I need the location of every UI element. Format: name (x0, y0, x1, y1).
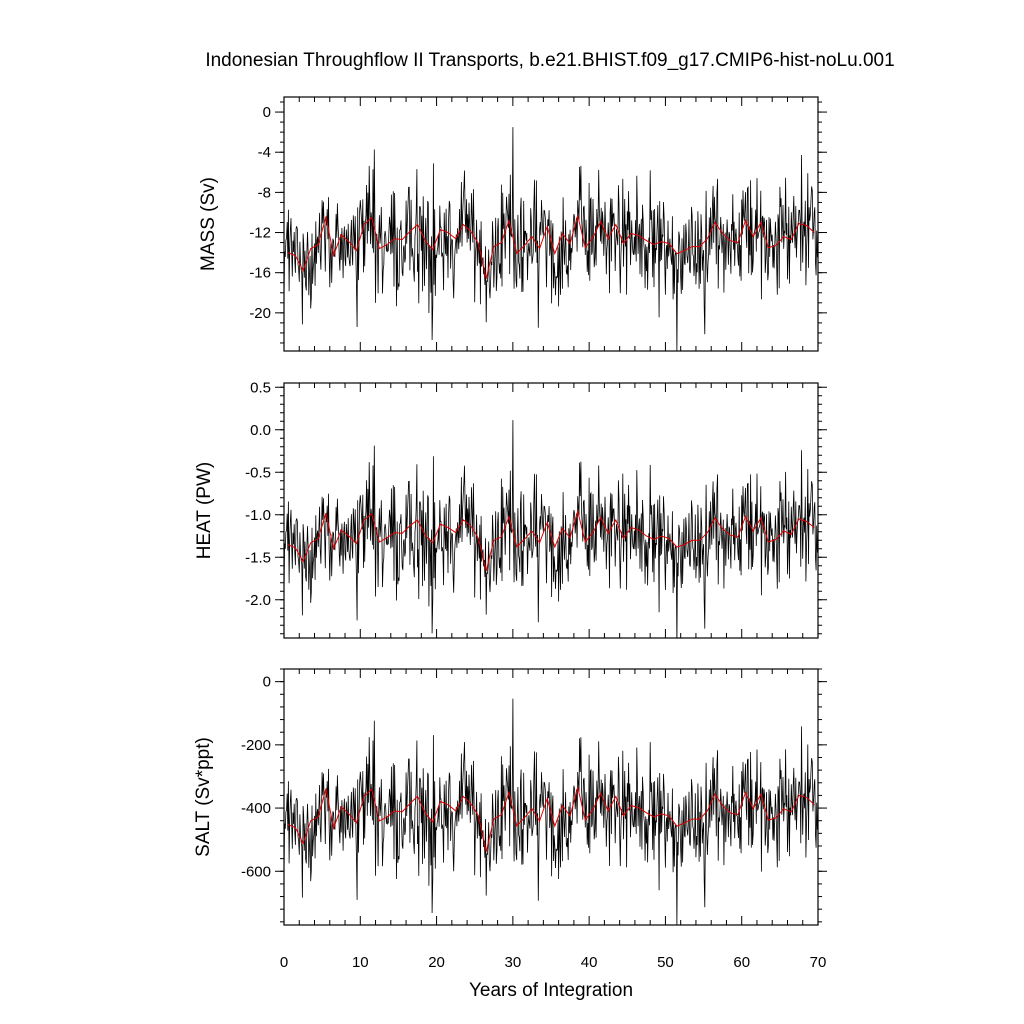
x-tick-label: 20 (428, 954, 445, 971)
y-tick-label: -16 (249, 265, 271, 282)
y-tick-label: -8 (258, 184, 271, 201)
y-tick-label: -400 (241, 800, 271, 817)
y-axis-label: SALT (Sv*ppt) (193, 737, 214, 857)
y-tick-label: 0.5 (250, 379, 271, 396)
monthly-series-line (284, 127, 818, 351)
x-tick-label: 30 (505, 954, 522, 971)
annual-mean-line (287, 787, 815, 852)
y-tick-label: -1.5 (245, 549, 271, 566)
monthly-series-line (284, 420, 818, 638)
x-tick-label: 10 (352, 954, 369, 971)
plot-frame (283, 96, 819, 352)
chart-title: Indonesian Throughflow II Transports, b.… (205, 50, 894, 71)
annual-mean-line (287, 215, 815, 279)
y-axis-label: HEAT (PW) (194, 462, 215, 559)
y-axis-label: MASS (Sv) (198, 177, 219, 271)
y-tick-label: -600 (241, 863, 271, 880)
panel-2: 0.5 0.0 -0.5 -1.0 -1.5 -2.0 HEAT (PW) (194, 379, 827, 639)
y-tick-label: -2.0 (245, 592, 271, 609)
x-tick-label: 60 (733, 954, 750, 971)
x-tick-label: 40 (581, 954, 598, 971)
y-tick-label: -12 (249, 225, 271, 242)
x-tick-label: 50 (657, 954, 674, 971)
panel-3: 0 -200 -400 -600 SALT (Sv*ppt) 0 10 20 30 40 50 60 7… (193, 668, 827, 1001)
y-tick-label: 0 (263, 104, 271, 121)
y-tick-label: -20 (249, 305, 271, 322)
y-tick-label: 0.0 (250, 422, 271, 439)
y-tick-label: -1.0 (245, 507, 271, 524)
x-axis-label: Years of Integration (469, 980, 633, 1001)
y-tick-label: 0 (263, 674, 271, 691)
plot-frame (283, 668, 819, 926)
plot-frame (283, 382, 819, 639)
monthly-series-line (284, 698, 818, 925)
x-tick-label: 0 (280, 954, 288, 971)
annual-mean-line (287, 509, 815, 572)
y-tick-label: -200 (241, 737, 271, 754)
y-tick-label: -4 (258, 144, 271, 161)
x-tick-label: 70 (810, 954, 827, 971)
panel-1: 0 -4 -8 -12 -16 -20 MASS (Sv) (198, 96, 827, 352)
y-tick-label: -0.5 (245, 464, 271, 481)
